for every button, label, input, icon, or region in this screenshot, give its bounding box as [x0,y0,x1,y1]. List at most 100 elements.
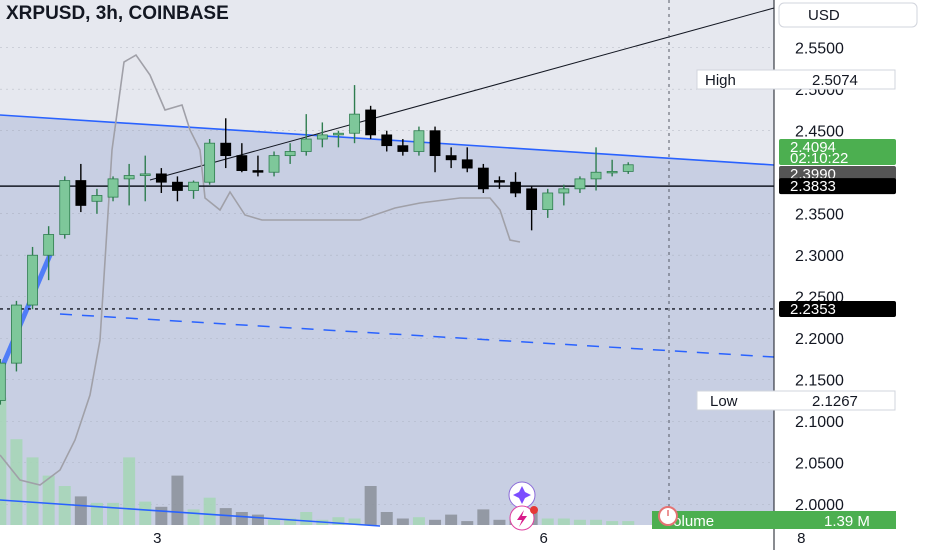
price-tag-bg [779,178,896,195]
candle[interactable] [236,143,248,173]
candle[interactable] [204,139,216,185]
candle[interactable] [59,176,71,239]
candle[interactable] [413,126,425,156]
candle-body [300,138,312,152]
candle-body [43,234,55,256]
chart-title: XRPUSD, 3h, COINBASE [6,3,229,24]
candle-body [316,134,328,140]
channel-top-shade [0,0,774,165]
volume-bar [268,519,281,525]
candle[interactable] [188,180,199,199]
volume-bar [203,497,216,525]
candle[interactable] [27,246,38,310]
volume-bar [412,517,425,525]
candle[interactable] [0,358,6,405]
candle[interactable] [365,105,377,140]
candle[interactable] [526,186,538,231]
volume-bar [461,521,474,525]
candle[interactable] [107,176,119,202]
candle[interactable] [542,188,554,218]
candle[interactable] [43,226,55,281]
candle[interactable] [510,172,521,198]
volume-bar [284,518,297,525]
volume-bar [590,519,603,525]
trendline-impulse[interactable] [0,254,53,373]
currency-button[interactable]: USD [778,2,918,28]
candle[interactable] [477,163,489,193]
candle-body [445,155,457,161]
candle-body [558,188,570,194]
candle[interactable] [622,162,634,174]
volume-bar [123,457,136,525]
candle[interactable] [349,85,360,144]
currency-button-label: USD [808,7,840,24]
volume-bar [541,518,554,525]
candle[interactable] [284,143,296,164]
trendline-lower[interactable] [0,499,381,527]
volume-badge[interactable]: Volume 1.39 M [652,511,896,530]
candle-body [75,180,87,206]
overlay-line [0,53,521,486]
candle[interactable] [333,130,344,148]
high-value-text: 2.5074 [812,72,858,89]
time-tick-label: 3 [153,530,161,547]
candle[interactable] [574,176,586,193]
candle[interactable] [494,176,505,189]
candle[interactable] [252,155,264,177]
candle-body [59,180,71,235]
candle[interactable] [397,139,409,156]
candle-body [284,151,296,157]
price-tag-bg [779,166,896,182]
price-tag-bg [779,300,896,317]
price-tag: 2.3833 [779,178,896,195]
candle[interactable] [429,126,441,173]
candle[interactable] [155,168,167,193]
candle[interactable] [91,188,103,214]
candle[interactable] [445,147,457,169]
candle-body [91,195,103,202]
candle[interactable] [316,122,328,148]
candle-body [107,178,119,198]
trendline-rising[interactable] [149,7,775,181]
price-tick-label: 2.5500 [795,41,844,58]
volume-bar [380,512,393,525]
price-tag-value: 2.4094 [790,139,836,156]
candle-body [413,130,425,152]
volume-bar [332,517,345,525]
sparkle-icon[interactable] [508,481,536,509]
candle[interactable] [172,176,183,202]
price-tick-label: 2.2000 [795,331,844,348]
candle[interactable] [11,300,22,372]
candle-body [622,164,634,172]
candle[interactable] [220,118,232,169]
clock-icon[interactable] [658,506,678,526]
candle[interactable] [590,147,602,191]
volume-bar [155,506,168,525]
candle-body [349,113,360,134]
candle[interactable] [461,147,473,173]
low-label: Low 2.1267 [696,390,896,411]
bolt-icon[interactable] [509,505,538,531]
volume-bar [573,519,586,525]
candle-body [252,170,264,173]
volume-bar [107,502,120,525]
volume-bar [171,475,184,525]
candle[interactable] [558,184,570,206]
volume-bar [74,496,87,525]
candle[interactable] [300,114,312,156]
candle[interactable] [139,155,151,202]
price-tag-value: 2.2353 [790,301,836,318]
trendline-dashed[interactable] [59,313,775,358]
candle-body [0,362,6,401]
candle[interactable] [268,151,280,177]
volume-bar [0,397,7,525]
candle[interactable] [123,163,135,206]
candle-body [381,134,393,147]
candle[interactable] [75,163,87,213]
candle[interactable] [381,130,393,152]
candle[interactable] [606,159,618,177]
candle-body [606,171,618,174]
